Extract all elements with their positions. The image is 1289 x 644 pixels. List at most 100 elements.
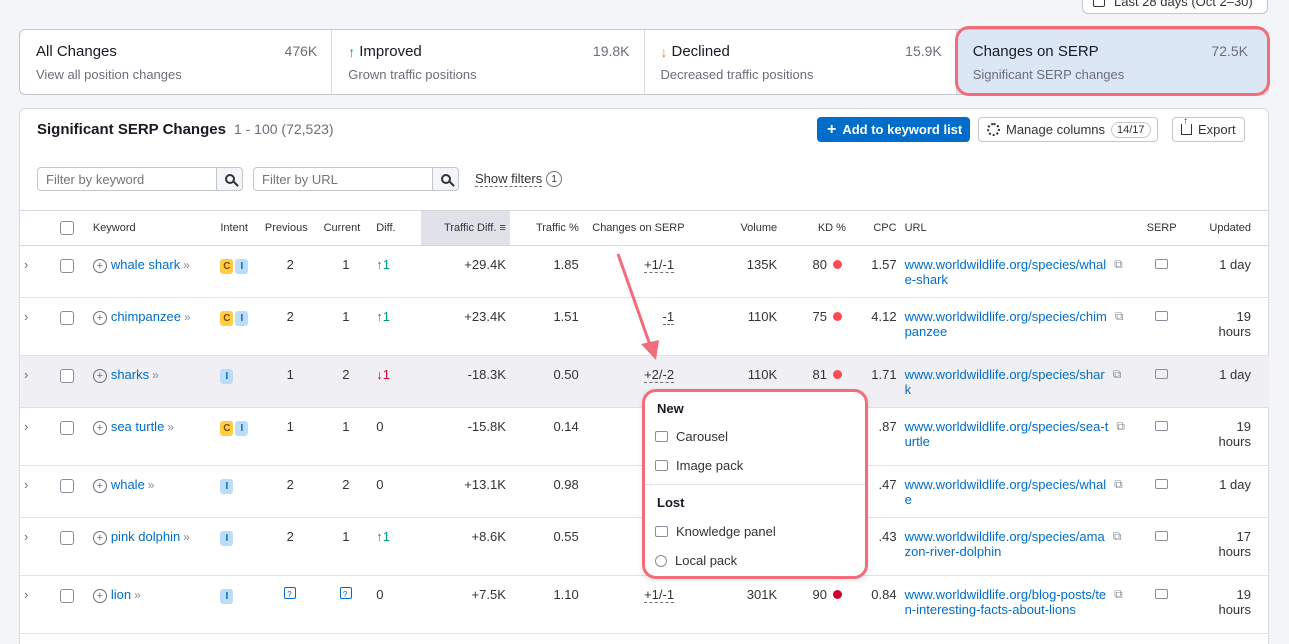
url-link[interactable]: www.worldwildlife.org/species/whal e-shar…	[905, 257, 1107, 287]
serp-changes-link[interactable]: +1/-1	[644, 587, 675, 603]
column-header[interactable]: Diff.	[372, 210, 421, 246]
serp-snapshot-icon[interactable]	[1155, 421, 1169, 431]
keyword-details-icon[interactable]: »	[152, 368, 159, 382]
row-checkbox[interactable]	[60, 368, 75, 383]
url-link[interactable]: www.worldwildlife.org/species/shar k	[905, 367, 1105, 397]
url-link[interactable]: www.worldwildlife.org/species/chim panzee	[905, 309, 1107, 339]
card-changes-on-serp[interactable]: Changes on SERP 72.5K Significant SERP c…	[956, 30, 1268, 94]
serp-snapshot-icon[interactable]	[1155, 311, 1169, 321]
previous-position: 2	[286, 529, 294, 544]
external-link-icon[interactable]: ⧉	[1112, 529, 1122, 543]
column-header-sorted[interactable]: Traffic Diff. ≡	[420, 210, 510, 246]
add-keyword-icon[interactable]: +	[92, 421, 107, 435]
table-row[interactable]: › + sharks» I 1 2 ↓1 -18.3K 0.50 +2/-2 11…	[20, 355, 1269, 408]
keyword-details-icon[interactable]: »	[147, 478, 155, 492]
expand-chevron-icon[interactable]: ›	[24, 309, 29, 324]
add-keyword-icon[interactable]: +	[92, 259, 107, 273]
table-row[interactable]: › + pink dolphin» I 2 1 ↑1 +8.6K 0.55 .43…	[20, 517, 1269, 576]
keyword-link[interactable]: sharks	[110, 367, 150, 382]
url-link[interactable]: www.worldwildlife.org/species/sea-t urtle	[905, 419, 1109, 449]
column-header[interactable]: Volume	[694, 210, 782, 246]
expand-chevron-icon[interactable]: ›	[24, 477, 29, 492]
serp-snapshot-icon[interactable]	[1155, 531, 1169, 541]
column-header[interactable]: Previous	[260, 210, 320, 246]
popup-item[interactable]: Image pack	[655, 458, 743, 473]
keyword-link[interactable]: sea turtle	[110, 419, 165, 434]
serp-changes-link[interactable]: -1	[662, 309, 675, 325]
keyword-link[interactable]: pink dolphin	[110, 529, 181, 544]
url-link[interactable]: www.worldwildlife.org/species/whal e	[905, 477, 1107, 507]
keyword-link[interactable]: lion	[110, 587, 132, 602]
card-declined[interactable]: ↓ Declined 15.9K Decreased traffic positi…	[645, 30, 957, 94]
row-checkbox[interactable]	[60, 310, 75, 325]
keyword-search-button[interactable]	[216, 167, 243, 191]
column-header[interactable]: Current	[319, 210, 373, 246]
external-link-icon[interactable]: ⧉	[1112, 367, 1122, 381]
row-checkbox[interactable]	[60, 530, 75, 545]
add-keyword-icon[interactable]: +	[92, 589, 107, 603]
column-header[interactable]: KD %	[781, 210, 850, 246]
column-header[interactable]: Keyword	[88, 210, 217, 246]
row-checkbox[interactable]	[60, 420, 75, 435]
serp-changes-link[interactable]: +1/-1	[644, 257, 675, 273]
card-all-changes[interactable]: All Changes 476K View all position chang…	[20, 30, 333, 94]
row-checkbox[interactable]	[60, 478, 75, 493]
serp-snapshot-icon[interactable]	[1155, 479, 1169, 489]
table-row[interactable]: › +lion» I 0 +7.5K 1.10 +1/-1 301K 90 0.…	[20, 575, 1269, 634]
keyword-filter-input[interactable]	[37, 167, 216, 191]
export-label: Export	[1198, 122, 1236, 137]
serp-changes-link[interactable]: +2/-2	[644, 367, 675, 383]
add-to-keyword-list-button[interactable]: + Add to keyword list	[817, 117, 971, 142]
popup-item[interactable]: Knowledge panel	[655, 524, 776, 539]
expand-chevron-icon[interactable]: ›	[24, 257, 29, 272]
external-link-icon[interactable]: ⧉	[1114, 477, 1123, 491]
column-header[interactable]: SERP	[1130, 210, 1193, 246]
external-link-icon[interactable]: ⧉	[1114, 309, 1124, 323]
keyword-link[interactable]: chimpanzee	[110, 309, 181, 324]
column-header[interactable]: Changes on SERP	[582, 210, 695, 246]
url-filter-input[interactable]	[253, 167, 432, 191]
add-keyword-icon[interactable]: +	[92, 531, 107, 545]
card-improved[interactable]: ↑ Improved 19.8K Grown traffic positions	[332, 30, 645, 94]
select-all-checkbox[interactable]	[60, 221, 75, 235]
column-header[interactable]: Traffic %	[509, 210, 583, 246]
popup-item[interactable]: Carousel	[655, 429, 728, 444]
keyword-link[interactable]: whale	[110, 477, 145, 492]
column-header[interactable]: CPC	[849, 210, 901, 246]
row-checkbox[interactable]	[60, 258, 75, 273]
expand-chevron-icon[interactable]: ›	[24, 529, 29, 544]
add-keyword-icon[interactable]: +	[92, 369, 107, 383]
url-link[interactable]: www.worldwildlife.org/species/ama zon-riv…	[905, 529, 1105, 559]
external-link-icon[interactable]: ⧉	[1116, 419, 1125, 433]
column-header[interactable]: URL	[900, 210, 1131, 246]
column-header[interactable]: Updated	[1192, 210, 1269, 246]
url-search-button[interactable]	[432, 167, 459, 191]
export-button[interactable]: Export	[1172, 116, 1245, 142]
keyword-link[interactable]: whale shark	[110, 257, 181, 272]
date-range-button[interactable]: Last 28 days (Oct 2–30)	[1082, 0, 1268, 14]
url-link[interactable]: www.worldwildlife.org/blog-posts/te n-int…	[905, 587, 1107, 617]
row-checkbox[interactable]	[60, 588, 75, 603]
expand-chevron-icon[interactable]: ›	[24, 367, 29, 382]
expand-chevron-icon[interactable]: ›	[24, 587, 29, 602]
add-keyword-icon[interactable]: +	[92, 311, 107, 325]
manage-columns-button[interactable]: Manage columns 14/17	[978, 117, 1158, 142]
external-link-icon[interactable]: ⧉	[1114, 257, 1123, 271]
external-link-icon[interactable]: ⧉	[1114, 587, 1123, 601]
add-keyword-icon[interactable]: +	[92, 479, 107, 493]
keyword-details-icon[interactable]: »	[167, 420, 174, 434]
column-header[interactable]: Intent	[216, 210, 261, 246]
popup-item[interactable]: Local pack	[655, 553, 737, 568]
expand-chevron-icon[interactable]: ›	[24, 419, 29, 434]
serp-snapshot-icon[interactable]	[1155, 589, 1169, 599]
keyword-details-icon[interactable]: »	[183, 310, 191, 324]
keyword-details-icon[interactable]: »	[183, 530, 190, 544]
serp-snapshot-icon[interactable]	[1155, 259, 1169, 269]
serp-snapshot-icon[interactable]	[1155, 369, 1169, 379]
show-filters-button[interactable]: Show filters 1	[469, 171, 563, 187]
keyword-details-icon[interactable]: »	[134, 588, 141, 602]
url-line: k	[904, 382, 912, 397]
keyword-details-icon[interactable]: »	[183, 258, 190, 272]
